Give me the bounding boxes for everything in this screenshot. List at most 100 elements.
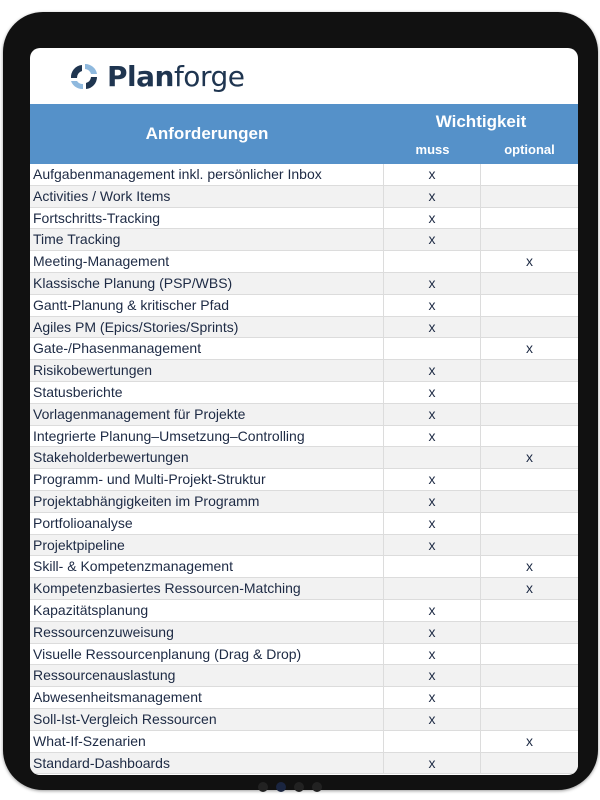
requirement-label: Projektabhängigkeiten im Programm [30,490,384,512]
must-cell: x [384,621,481,643]
must-cell: x [384,403,481,425]
must-cell: x [384,687,481,708]
table-row: Gate-/Phasenmanagement x [30,338,578,361]
requirement-label: Programm- und Multi-Projekt-Struktur [30,469,384,490]
optional-cell [481,426,578,447]
requirement-label: Klassische Planung (PSP/WBS) [30,272,384,294]
optional-cell: x [526,558,533,575]
must-cell: x [384,272,481,294]
optional-cell [481,229,578,250]
table-row: Agiles PM (Epics/Stories/Sprints) x [30,316,578,339]
must-cell: x [384,512,481,534]
table-row: Stakeholderbewertungen x [30,447,578,470]
requirement-label: Stakeholderbewertungen [30,447,384,469]
requirement-label: Portfolioanalyse [30,512,384,534]
requirement-label: Risikobewertungen [30,360,384,381]
requirement-label: What-If-Szenarien [30,730,384,752]
table-row: Gantt-Planung & kritischer Pfad x [30,294,578,317]
brand-name-bold: Plan [107,59,174,93]
table-row: Programm- und Multi-Projekt-Struktur x [30,469,578,491]
header-importance: Wichtigkeit [435,112,527,131]
table-row: Risikobewertungen x [30,360,578,382]
optional-cell [481,535,578,556]
requirement-label: Meeting-Management [30,251,384,272]
must-cell: x [384,164,481,185]
requirement-label: Integrierte Planung–Umsetzung–Controllin… [30,425,384,447]
table-header: Anforderungen Wichtigkeit muss optional [30,104,578,164]
optional-cell [481,360,578,381]
optional-cell: x [526,253,533,270]
optional-cell [481,295,578,316]
header-optional: optional [504,142,555,157]
optional-cell: x [526,340,533,357]
table-row: Projektabhängigkeiten im Programm x [30,490,578,513]
table-row: Time Tracking x [30,229,578,252]
optional-cell [481,208,578,229]
requirement-label: Ressourcenauslastung [30,665,384,687]
optional-cell: x [526,580,533,597]
must-cell: x [384,229,481,251]
requirement-label: Soll-Ist-Vergleich Ressourcen [30,708,384,730]
must-cell [384,556,481,578]
table-row: Skill- & Kompetenzmanagement x [30,556,578,579]
table-row: Soll-Ist-Vergleich Ressourcen x [30,708,578,731]
optional-cell [481,186,578,207]
must-cell: x [384,534,481,556]
must-cell: x [384,599,481,621]
table-row: Abwesenheitsmanagement x [30,687,578,709]
requirement-label: Statusberichte [30,381,384,403]
table-row: Ressourcenzuweisung x [30,621,578,644]
requirement-label: Standard-Dashboards [30,752,384,774]
optional-cell [481,600,578,621]
optional-cell [481,665,578,686]
requirement-label: Abwesenheitsmanagement [30,687,384,708]
header-requirements: Anforderungen [145,124,269,143]
must-cell: x [384,185,481,207]
requirement-label: Agiles PM (Epics/Stories/Sprints) [30,316,384,338]
requirement-label: Time Tracking [30,229,384,251]
must-cell [384,447,481,469]
requirements-table: Aufgabenmanagement inkl. persönlicher In… [30,164,578,775]
table-row: Activities / Work Items x [30,185,578,208]
must-cell: x [384,665,481,687]
optional-cell [481,404,578,425]
brand-name-light: forge [173,59,245,93]
optional-cell [481,382,578,403]
requirement-label: Visuelle Ressourcenplanung (Drag & Drop) [30,643,384,665]
optional-cell [481,687,578,708]
must-cell [384,251,481,272]
brand-logo: Planforge [30,48,578,104]
table-row: Projektpipeline x [30,534,578,557]
requirement-label: Vorlagenmanagement für Projekte [30,403,384,425]
tablet-frame: Planforge Anforderungen Wichtigkeit muss… [3,12,598,792]
optional-cell [481,622,578,643]
table-row: Portfolioanalyse x [30,512,578,535]
optional-cell [481,317,578,338]
must-cell: x [384,207,481,229]
table-row: Visuelle Ressourcenplanung (Drag & Drop)… [30,643,578,666]
must-cell [384,730,481,752]
requirement-label: Kapazitätsplanung [30,599,384,621]
optional-cell [481,469,578,490]
must-cell [384,338,481,360]
table-row: Integrierte Planung–Umsetzung–Controllin… [30,425,578,448]
camera-dots [258,782,322,792]
table-row: Vorlagenmanagement für Projekte x [30,403,578,426]
optional-cell [481,491,578,512]
requirement-label: Skill- & Kompetenzmanagement [30,556,384,578]
requirement-label: Gate-/Phasenmanagement [30,338,384,360]
requirement-label: Aufgabenmanagement inkl. persönlicher In… [30,164,384,185]
must-cell: x [384,294,481,316]
requirement-label: Fortschritts-Tracking [30,207,384,229]
optional-cell [481,273,578,294]
optional-cell [481,644,578,665]
table-row: What-If-Szenarien x [30,730,578,753]
must-cell: x [384,425,481,447]
must-cell: x [384,490,481,512]
requirement-label: Activities / Work Items [30,185,384,207]
optional-cell: x [526,732,533,749]
table-row: Statusberichte x [30,381,578,404]
requirement-label: Gantt-Planung & kritischer Pfad [30,294,384,316]
table-row: Aufgabenmanagement inkl. persönlicher In… [30,164,578,186]
table-row: Kompetenzbasiertes Ressourcen-Matching x [30,578,578,600]
